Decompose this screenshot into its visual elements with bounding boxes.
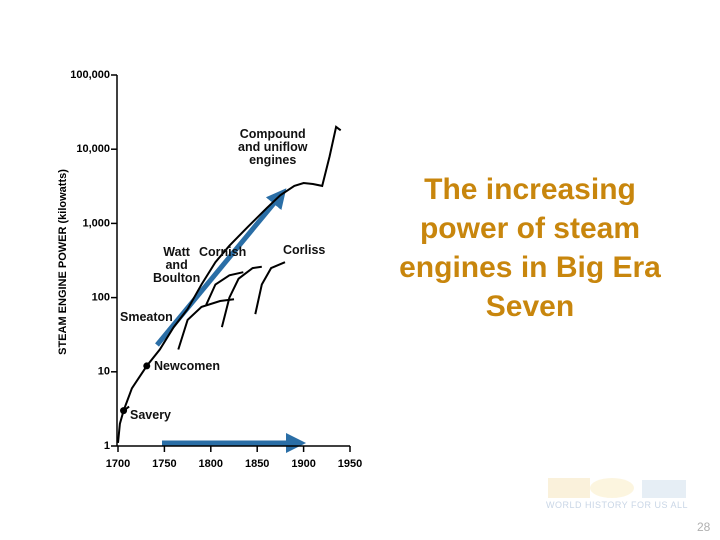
power-curve xyxy=(177,298,235,350)
power-curve xyxy=(254,261,286,315)
power-curve xyxy=(205,271,244,306)
y-tick-label: 10 xyxy=(98,366,110,378)
x-tick-label: 1950 xyxy=(338,458,362,470)
y-tick-label: 1 xyxy=(104,440,110,452)
x-tick-label: 1750 xyxy=(152,458,176,470)
x-tick-label: 1900 xyxy=(291,458,315,470)
page-number: 28 xyxy=(697,520,711,534)
logo: WORLD HISTORY FOR US ALL xyxy=(546,500,689,510)
trend-arrow xyxy=(155,188,287,347)
y-axis-label: STEAM ENGINE POWER (kilowatts) xyxy=(57,169,69,355)
power-curve xyxy=(122,125,342,411)
engine-point xyxy=(120,407,128,415)
engine-point xyxy=(143,362,151,370)
y-tick-label: 100,000 xyxy=(70,69,110,81)
engine-label: Smeaton xyxy=(120,310,173,324)
y-tick-label: 1,000 xyxy=(82,217,110,229)
y-tick-label: 100 xyxy=(92,292,110,304)
logo-graphic xyxy=(548,478,686,498)
engine-label: Watt and Boulton xyxy=(153,245,201,285)
y-tick-label: 10,000 xyxy=(76,143,110,155)
engine-label: Compound and uniflow engines xyxy=(238,127,308,167)
x-tick-label: 1800 xyxy=(199,458,223,470)
engine-label: Savery xyxy=(130,408,172,422)
x-tick-label: 1850 xyxy=(245,458,269,470)
engine-label: Newcomen xyxy=(154,359,220,373)
engine-label: Cornish xyxy=(199,245,247,259)
slide-title: The increasing power of steam engines in… xyxy=(399,173,661,323)
power-curve xyxy=(220,265,262,328)
engine-label: Corliss xyxy=(283,243,326,257)
x-tick-label: 1700 xyxy=(106,458,130,470)
